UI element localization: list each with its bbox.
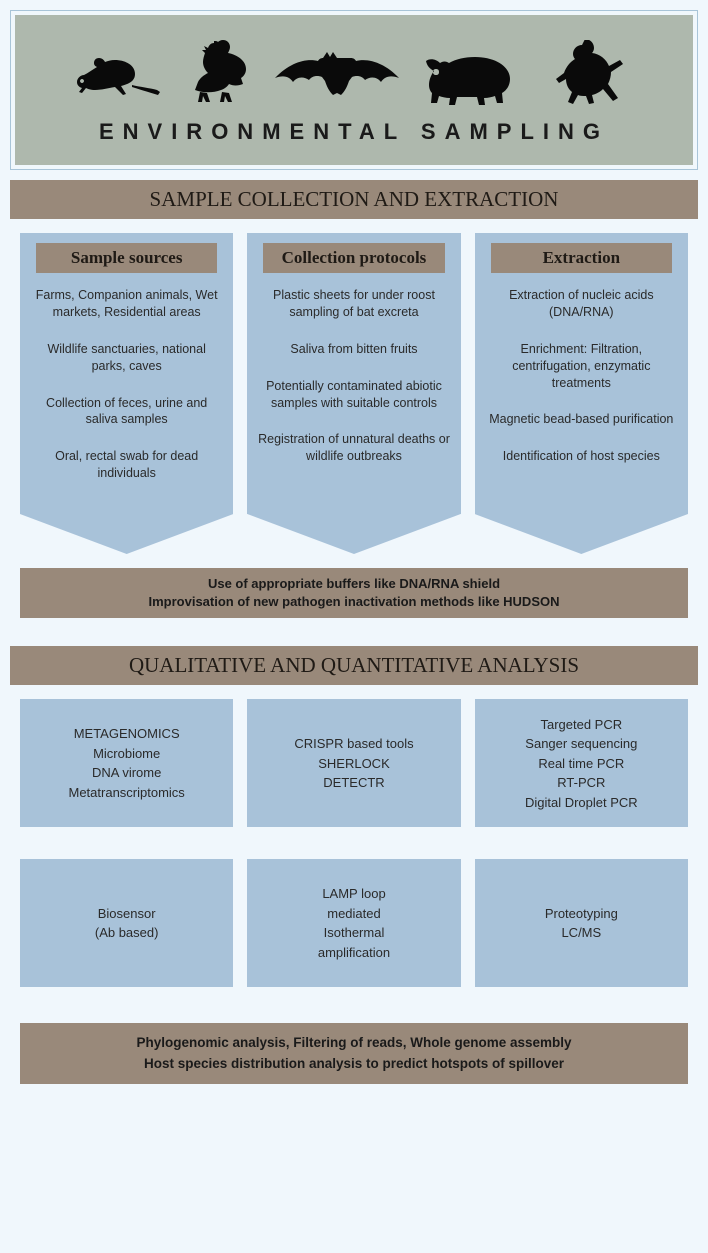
section2-title-bar: QUALITATIVE AND QUANTITATIVE ANALYSIS xyxy=(10,646,698,685)
section1-columns: Sample sources Farms, Companion animals,… xyxy=(10,233,698,554)
card-line: Real time PCR xyxy=(538,754,624,774)
card-line: Sanger sequencing xyxy=(525,734,637,754)
card-line: RT-PCR xyxy=(557,773,605,793)
hero-frame: ENVIRONMENTAL SAMPLING xyxy=(10,10,698,170)
card-line: Targeted PCR xyxy=(540,715,622,735)
final-line: Host species distribution analysis to pr… xyxy=(30,1054,678,1074)
card-line: amplification xyxy=(318,943,390,963)
list-item: Plastic sheets for under roost sampling … xyxy=(257,287,450,321)
section1-note-bar: Use of appropriate buffers like DNA/RNA … xyxy=(20,568,688,618)
bat-icon xyxy=(272,50,402,105)
hero-panel: ENVIRONMENTAL SAMPLING xyxy=(15,15,693,165)
card-line: Microbiome xyxy=(93,744,160,764)
list-item: Extraction of nucleic acids (DNA/RNA) xyxy=(485,287,678,321)
list-item: Saliva from bitten fruits xyxy=(257,341,450,358)
column-heading: Sample sources xyxy=(36,243,217,273)
card-line: DETECTR xyxy=(323,773,384,793)
card-biosensor: Biosensor (Ab based) xyxy=(20,859,233,987)
card-lamp: LAMP loop mediated Isothermal amplificat… xyxy=(247,859,460,987)
hero-title: ENVIRONMENTAL SAMPLING xyxy=(15,119,693,145)
card-line: Proteotyping xyxy=(545,904,618,924)
chimpanzee-icon xyxy=(552,40,637,105)
card-line: LAMP loop xyxy=(322,884,385,904)
column-sample-sources: Sample sources Farms, Companion animals,… xyxy=(20,233,233,514)
list-item: Magnetic bead-based purification xyxy=(485,411,678,428)
section1-title-bar: SAMPLE COLLECTION AND EXTRACTION xyxy=(10,180,698,219)
card-line: SHERLOCK xyxy=(318,754,390,774)
card-line: Biosensor xyxy=(98,904,156,924)
column-extraction: Extraction Extraction of nucleic acids (… xyxy=(475,233,688,514)
column-heading: Collection protocols xyxy=(263,243,444,273)
card-line: CRISPR based tools xyxy=(294,734,413,754)
final-line: Phylogenomic analysis, Filtering of read… xyxy=(30,1033,678,1053)
list-item: Wildlife sanctuaries, national parks, ca… xyxy=(30,341,223,375)
card-line: mediated xyxy=(327,904,380,924)
card-crispr: CRISPR based tools SHERLOCK DETECTR xyxy=(247,699,460,827)
analysis-grid-row2: Biosensor (Ab based) LAMP loop mediated … xyxy=(10,859,698,987)
card-line: Digital Droplet PCR xyxy=(525,793,638,813)
final-note-bar: Phylogenomic analysis, Filtering of read… xyxy=(20,1023,688,1084)
card-line: Metatranscriptomics xyxy=(69,783,185,803)
card-pcr: Targeted PCR Sanger sequencing Real time… xyxy=(475,699,688,827)
card-line: (Ab based) xyxy=(95,923,159,943)
chicken-icon xyxy=(182,40,252,105)
rat-icon xyxy=(72,55,162,105)
card-proteotyping: Proteotyping LC/MS xyxy=(475,859,688,987)
animal-silhouettes xyxy=(15,15,693,105)
analysis-grid-row1: METAGENOMICS Microbiome DNA virome Metat… xyxy=(10,699,698,827)
list-item: Registration of unnatural deaths or wild… xyxy=(257,431,450,465)
note-line: Use of appropriate buffers like DNA/RNA … xyxy=(30,575,678,593)
pig-icon xyxy=(422,45,532,105)
spacer xyxy=(10,618,698,646)
column-collection-protocols: Collection protocols Plastic sheets for … xyxy=(247,233,460,514)
list-item: Oral, rectal swab for dead individuals xyxy=(30,448,223,482)
list-item: Potentially contaminated abiotic samples… xyxy=(257,378,450,412)
note-line: Improvisation of new pathogen inactivati… xyxy=(30,593,678,611)
list-item: Farms, Companion animals, Wet markets, R… xyxy=(30,287,223,321)
card-line: LC/MS xyxy=(561,923,601,943)
card-line: Isothermal xyxy=(324,923,385,943)
list-item: Enrichment: Filtration, centrifugation, … xyxy=(485,341,678,392)
card-metagenomics: METAGENOMICS Microbiome DNA virome Metat… xyxy=(20,699,233,827)
card-line: METAGENOMICS xyxy=(74,724,180,744)
list-item: Collection of feces, urine and saliva sa… xyxy=(30,395,223,429)
card-line: DNA virome xyxy=(92,763,161,783)
column-heading: Extraction xyxy=(491,243,672,273)
list-item: Identification of host species xyxy=(485,448,678,465)
